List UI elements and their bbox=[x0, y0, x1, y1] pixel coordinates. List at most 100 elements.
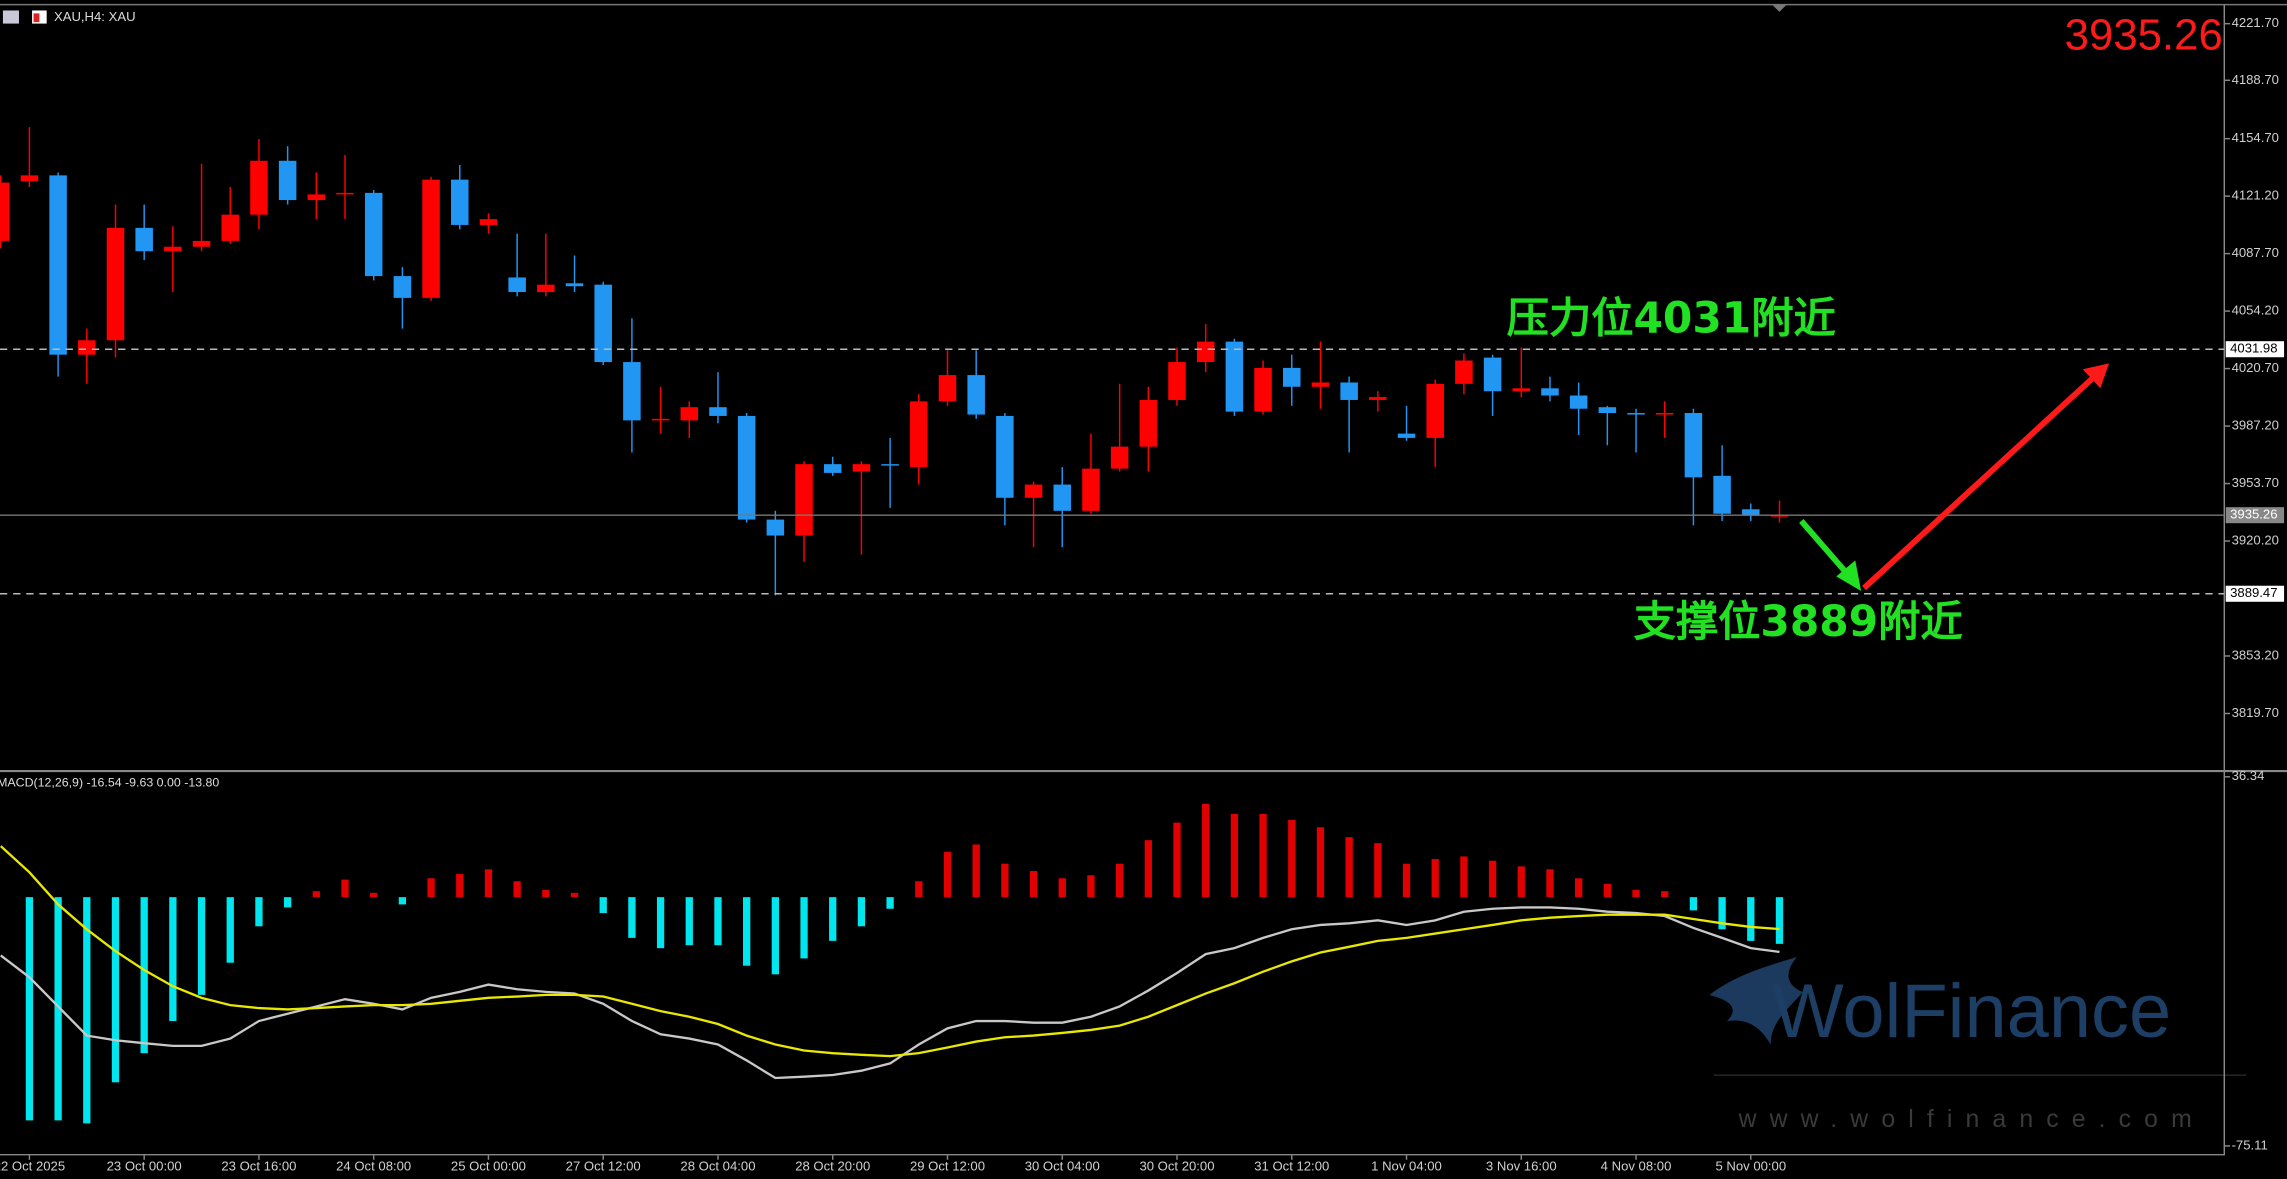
candle-body bbox=[1110, 446, 1129, 469]
last-price-box bbox=[2225, 507, 2285, 524]
support-annotation: 支撑位3889附近 bbox=[1634, 597, 1963, 646]
x-tick-label: 29 Oct 12:00 bbox=[910, 1159, 985, 1174]
candle-body bbox=[451, 179, 469, 225]
macd-histogram-bar bbox=[1230, 814, 1239, 898]
macd-histogram-bar bbox=[1546, 869, 1554, 898]
y-tick-label: 4054.20 bbox=[2232, 303, 2279, 318]
candle-body bbox=[910, 401, 928, 468]
candle-body bbox=[20, 175, 39, 182]
candle-body bbox=[1627, 413, 1645, 415]
candle-body bbox=[709, 407, 727, 416]
macd-histogram-bar bbox=[83, 897, 91, 1124]
candle-body bbox=[680, 407, 699, 421]
candle-body bbox=[1742, 509, 1760, 516]
macd-histogram-bar bbox=[54, 897, 62, 1121]
candle-body bbox=[1311, 382, 1330, 387]
macd-y-tick-label: -75.11 bbox=[2232, 1137, 2268, 1152]
candle-body bbox=[364, 192, 383, 277]
macd-histogram-bar bbox=[1029, 870, 1038, 898]
down-arrow-head bbox=[1836, 560, 1862, 591]
macd-histogram-bar bbox=[972, 844, 980, 898]
down-arrow bbox=[1799, 519, 1852, 579]
watermark-brand: WolFinance bbox=[1772, 969, 2171, 1054]
macd-histogram-bar bbox=[743, 897, 751, 966]
macd-histogram-bar bbox=[1345, 837, 1353, 898]
candle-body bbox=[1340, 382, 1358, 400]
candle-body bbox=[1655, 413, 1674, 415]
candle-body bbox=[336, 192, 354, 195]
level-label: 4031.98 bbox=[2230, 341, 2277, 356]
macd-histogram-bar bbox=[1718, 897, 1726, 930]
macd-histogram-bar bbox=[341, 879, 349, 898]
x-tick-label: 28 Oct 20:00 bbox=[795, 1159, 870, 1174]
macd-histogram-bar bbox=[1517, 866, 1525, 898]
y-tick-label: 3987.20 bbox=[2232, 418, 2279, 433]
candle-body bbox=[1283, 367, 1301, 387]
macd-histogram-bar bbox=[656, 897, 665, 949]
candle-body bbox=[106, 227, 125, 341]
macd-histogram-bar bbox=[1632, 889, 1640, 898]
candle-body bbox=[1541, 388, 1559, 396]
candle-body bbox=[1426, 383, 1444, 438]
x-tick-label: 30 Oct 20:00 bbox=[1139, 1159, 1214, 1174]
candle-body bbox=[737, 415, 756, 520]
candle-body bbox=[766, 519, 785, 536]
candle-body bbox=[0, 182, 10, 241]
candle-body bbox=[508, 277, 526, 293]
candle-body bbox=[1082, 468, 1100, 511]
macd-histogram-bar bbox=[1058, 878, 1066, 898]
macd-y-tick-label: 36.34 bbox=[2232, 768, 2265, 783]
macd-histogram-bar bbox=[484, 869, 493, 898]
macd-histogram-bar bbox=[111, 897, 120, 1083]
candle-body bbox=[1598, 407, 1617, 414]
candle-body bbox=[852, 464, 871, 472]
x-tick-label: 24 Oct 08:00 bbox=[336, 1159, 411, 1174]
candle-body bbox=[135, 227, 153, 252]
y-tick-label: 3819.70 bbox=[2232, 705, 2279, 720]
x-tick-label: 1 Nov 04:00 bbox=[1371, 1159, 1442, 1174]
watermark-logo bbox=[1709, 957, 1803, 1045]
macd-histogram-bar bbox=[1689, 897, 1698, 911]
candle-body bbox=[823, 464, 842, 473]
macd-histogram-bar bbox=[1488, 860, 1497, 898]
candle-body bbox=[537, 284, 555, 293]
macd-histogram-bar bbox=[1603, 883, 1611, 898]
macd-histogram-bar bbox=[1173, 822, 1181, 898]
macd-histogram-bar bbox=[226, 897, 234, 963]
macd-histogram-bar bbox=[255, 897, 263, 927]
macd-histogram-bar bbox=[283, 897, 292, 908]
candle-body bbox=[881, 464, 899, 466]
resistance-annotation: 压力位4031附近 bbox=[1507, 294, 1836, 343]
y-tick-label: 4188.70 bbox=[2232, 72, 2279, 87]
candle-body bbox=[594, 284, 612, 363]
candle-body bbox=[1168, 362, 1186, 400]
macd-histogram-bar bbox=[1747, 897, 1755, 941]
macd-histogram-bar bbox=[1288, 819, 1296, 898]
candle-body bbox=[49, 175, 67, 355]
candle-body bbox=[307, 194, 326, 201]
macd-histogram-bar bbox=[915, 881, 923, 898]
shift-marker bbox=[1772, 4, 1787, 12]
window-icon bbox=[2, 10, 19, 24]
macd-histogram-bar bbox=[1460, 856, 1468, 898]
macd-histogram-bar bbox=[1087, 875, 1095, 898]
window-title: XAU,H4: XAU bbox=[54, 9, 136, 24]
level-label: 3889.47 bbox=[2230, 585, 2277, 600]
macd-histogram-bar bbox=[886, 897, 894, 909]
macd-histogram-bar bbox=[628, 897, 636, 938]
x-tick-label: 23 Oct 00:00 bbox=[107, 1159, 182, 1174]
macd-histogram-bar bbox=[1316, 827, 1325, 898]
macd-histogram-bar bbox=[943, 851, 952, 898]
macd-histogram-bar bbox=[1402, 863, 1411, 898]
macd-histogram-bar bbox=[857, 897, 866, 927]
candle-body bbox=[1455, 360, 1473, 384]
x-tick-label: 31 Oct 12:00 bbox=[1254, 1159, 1329, 1174]
level-label-box bbox=[2225, 341, 2285, 358]
candle-body bbox=[651, 418, 670, 421]
macd-histogram-bar bbox=[25, 897, 34, 1121]
candle-body bbox=[192, 240, 211, 247]
candle-body bbox=[1483, 357, 1502, 392]
candle-body bbox=[1512, 388, 1531, 392]
candle-body bbox=[393, 276, 412, 298]
